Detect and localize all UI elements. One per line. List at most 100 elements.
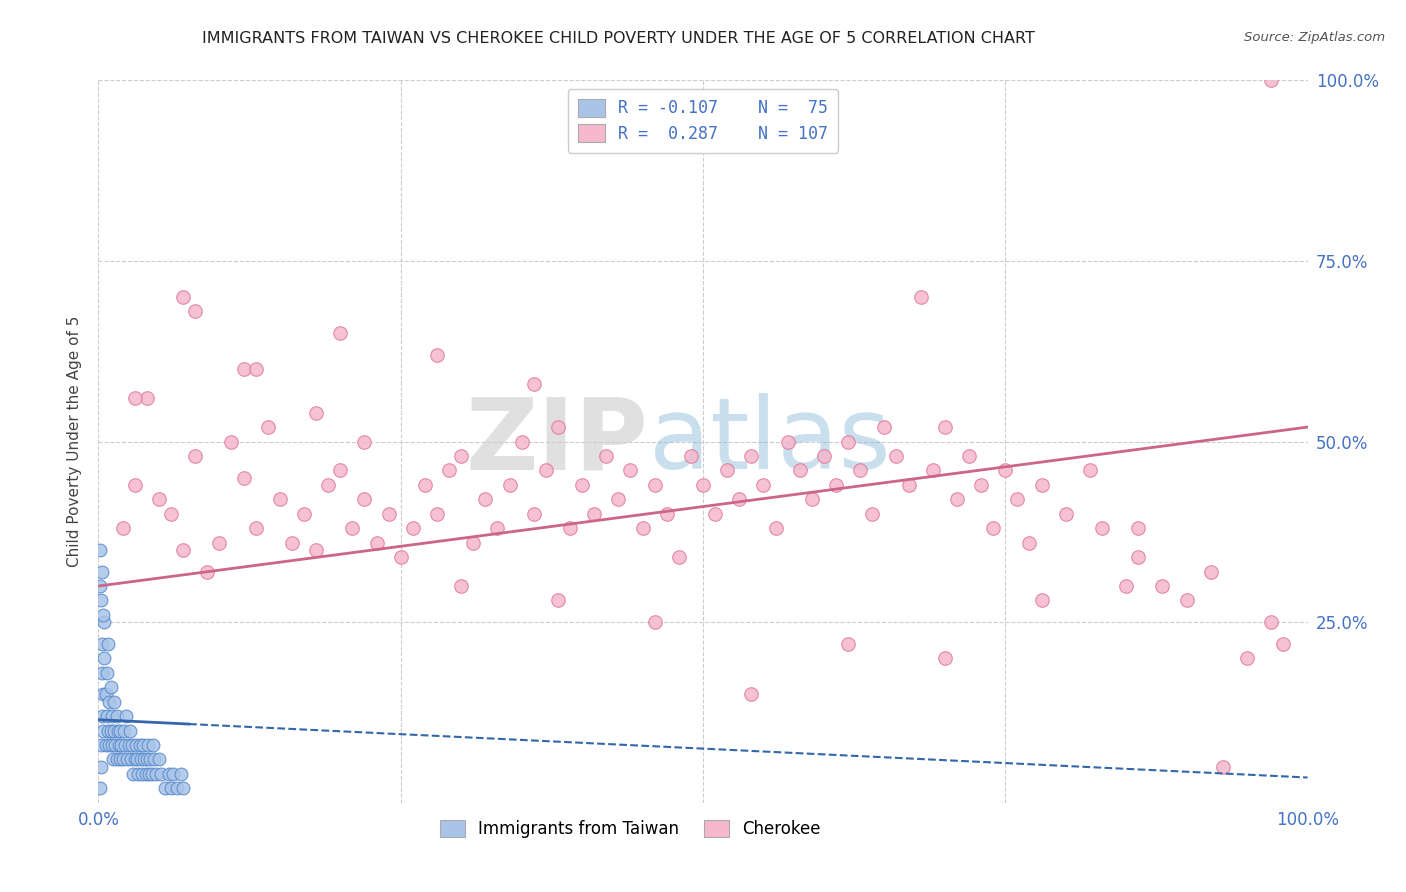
Point <box>825 478 848 492</box>
Point <box>94 738 117 752</box>
Point <box>789 463 811 477</box>
Point <box>105 752 128 766</box>
Point <box>141 767 163 781</box>
Point <box>117 752 139 766</box>
Point <box>463 535 485 549</box>
Point <box>342 521 364 535</box>
Point <box>89 542 111 557</box>
Point <box>120 752 142 766</box>
Point <box>91 723 114 738</box>
Point <box>96 709 118 723</box>
Point <box>127 767 149 781</box>
Point <box>329 463 352 477</box>
Point <box>232 470 254 484</box>
Point <box>134 752 156 766</box>
Point <box>100 738 122 752</box>
Point <box>1091 521 1114 535</box>
Point <box>118 723 141 738</box>
Point <box>135 391 157 405</box>
Point <box>1054 507 1077 521</box>
Point <box>98 695 121 709</box>
Point <box>139 752 162 766</box>
Point <box>1078 463 1101 477</box>
Point <box>740 449 762 463</box>
Point <box>281 535 304 549</box>
Point <box>450 579 472 593</box>
Point <box>765 521 787 535</box>
Point <box>437 463 460 477</box>
Point <box>97 723 120 738</box>
Text: atlas: atlas <box>648 393 890 490</box>
Point <box>716 463 738 477</box>
Point <box>583 507 606 521</box>
Point <box>752 478 775 492</box>
Point <box>131 767 153 781</box>
Point <box>523 376 546 391</box>
Point <box>104 738 127 752</box>
Point <box>148 492 170 507</box>
Point <box>426 348 449 362</box>
Point <box>111 521 134 535</box>
Point <box>110 738 132 752</box>
Point <box>644 478 666 492</box>
Point <box>740 687 762 701</box>
Point <box>195 565 218 579</box>
Point <box>981 521 1004 535</box>
Point <box>1128 550 1150 565</box>
Point <box>90 593 112 607</box>
Point <box>132 738 155 752</box>
Point <box>1128 521 1150 535</box>
Point <box>1260 615 1282 630</box>
Point <box>910 290 932 304</box>
Point <box>256 420 278 434</box>
Point <box>150 767 173 781</box>
Text: ZIP: ZIP <box>465 393 648 490</box>
Point <box>994 463 1017 477</box>
Point <box>221 434 243 449</box>
Point <box>934 651 956 665</box>
Point <box>122 767 145 781</box>
Point <box>631 521 654 535</box>
Point <box>619 463 641 477</box>
Point <box>837 434 859 449</box>
Point <box>89 579 111 593</box>
Point <box>1199 565 1222 579</box>
Point <box>1031 593 1053 607</box>
Point <box>160 507 183 521</box>
Point <box>366 535 388 549</box>
Point <box>837 637 859 651</box>
Point <box>121 738 143 752</box>
Point <box>1272 637 1295 651</box>
Point <box>153 781 176 796</box>
Point <box>1212 760 1234 774</box>
Point <box>849 463 872 477</box>
Point <box>143 752 166 766</box>
Point <box>510 434 533 449</box>
Point <box>93 615 115 630</box>
Point <box>91 665 114 680</box>
Point <box>91 565 114 579</box>
Point <box>523 507 546 521</box>
Point <box>305 542 328 557</box>
Point <box>160 781 183 796</box>
Point <box>124 752 146 766</box>
Point <box>124 391 146 405</box>
Point <box>111 752 134 766</box>
Point <box>316 478 339 492</box>
Point <box>172 290 194 304</box>
Point <box>97 637 120 651</box>
Point <box>129 752 152 766</box>
Point <box>101 752 124 766</box>
Point <box>114 738 136 752</box>
Point <box>1031 478 1053 492</box>
Point <box>1175 593 1198 607</box>
Point <box>860 507 883 521</box>
Point <box>100 680 122 694</box>
Point <box>245 362 267 376</box>
Point <box>873 420 896 434</box>
Point <box>353 434 375 449</box>
Point <box>103 723 125 738</box>
Point <box>91 709 114 723</box>
Point <box>305 406 328 420</box>
Point <box>886 449 908 463</box>
